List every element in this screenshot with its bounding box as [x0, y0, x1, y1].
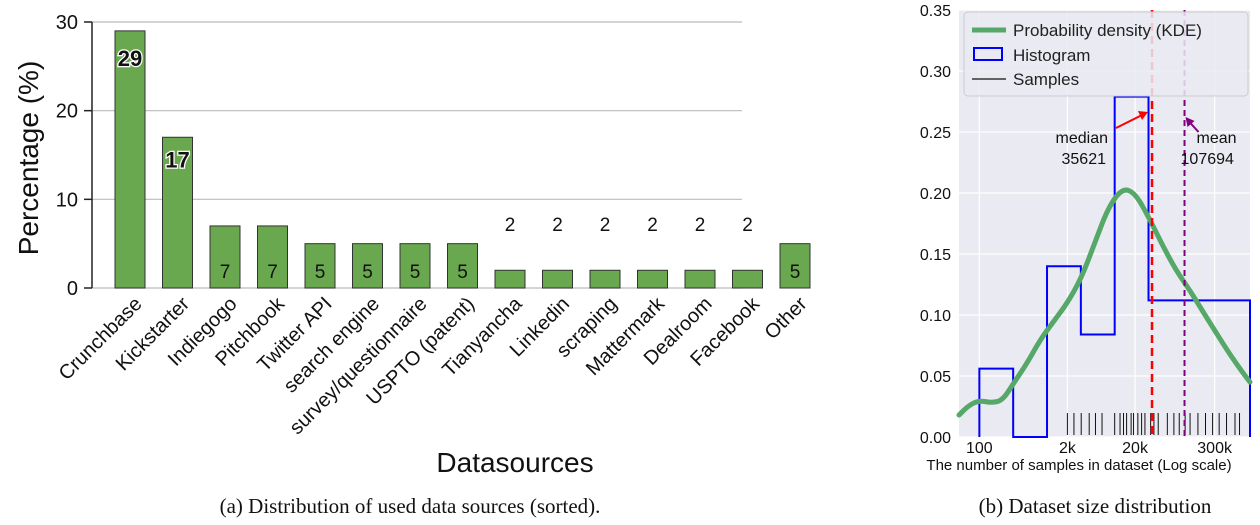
chart-a-x-tick-label: Other	[761, 293, 812, 344]
chart-a-data-label: 2	[647, 215, 658, 236]
chart-b-median-value: 35621	[1062, 151, 1107, 168]
chart-a-bar	[779, 243, 811, 289]
chart-b-median-arrow	[1115, 113, 1145, 129]
chart-a-x-tick-labels: CrunchbaseKickstarterIndiegogoPitchbookT…	[55, 292, 812, 439]
chart-b-x-tick-labels: 100 2k 20k 300k	[966, 440, 1233, 457]
chart-a-bars	[114, 30, 811, 289]
chart-a-bar	[162, 136, 193, 289]
chart-b-legend-box	[963, 11, 1249, 97]
chart-b-histogram	[978, 95, 1251, 438]
chart-b-legend: Probability density (KDE) Histogram Sample…	[963, 11, 1249, 97]
chart-a-y-tick-label: 30	[56, 12, 78, 34]
chart-a-data-label: 5	[457, 262, 468, 283]
chart-b-mean-label: mean	[1197, 130, 1237, 147]
chart-b-y-tick-label: 0.20	[920, 186, 951, 203]
chart-a-data-label: 7	[220, 262, 231, 283]
chart-a-data-label: 2	[695, 215, 706, 236]
chart-b-mean-value: 107694	[1181, 151, 1234, 168]
chart-b-y-tick-label: 0.10	[920, 308, 951, 325]
chart-b-y-tick-label: 0.15	[920, 247, 951, 264]
chart-a-data-labels: 29 17 7 7 5 5 5 5 2 2 2 2 2 2 5	[117, 45, 801, 283]
chart-a-bar	[684, 269, 716, 289]
chart-b-x-tick-label: 2k	[1059, 440, 1077, 457]
chart-b-x-tick-label: 20k	[1122, 440, 1149, 457]
chart-a-bar	[447, 243, 478, 289]
chart-b-y-tick-label: 0.30	[920, 64, 951, 81]
chart-b-x-tick-label: 300k	[1197, 440, 1233, 457]
chart-a-data-label: 29	[118, 46, 142, 71]
chart-a-data-label: 2	[600, 215, 611, 236]
chart-b-annotations: median 35621 mean 107694	[1056, 111, 1237, 168]
chart-b-mean-arrow-head	[1185, 117, 1195, 127]
chart-b-kde-line	[956, 187, 1253, 418]
chart-a-bar	[542, 269, 573, 289]
chart-a-y-tick-label: 20	[56, 101, 78, 123]
chart-a-bar	[637, 269, 668, 289]
chart-a-bar	[399, 243, 431, 289]
chart-b-caption: (b) Dataset size distribution	[979, 494, 1212, 518]
chart-b-y-tick-label: 0.25	[920, 125, 951, 142]
chart-a-x-axis-label: Datasources	[436, 447, 593, 478]
chart-a-data-label: 2	[505, 215, 516, 236]
chart-a-y-tick-label: 0	[67, 278, 78, 300]
chart-b-legend-entry: Histogram	[1013, 46, 1090, 65]
chart-a-y-axis-label: Percentage (%)	[13, 61, 44, 256]
chart-b-x-tick-label: 100	[966, 440, 993, 457]
chart-a-bar	[257, 225, 288, 289]
chart-a-data-label: 7	[267, 262, 278, 283]
chart-a-bar	[114, 30, 146, 289]
chart-a-bar	[732, 269, 763, 289]
chart-b-legend-entry: Probability density (KDE)	[1013, 21, 1202, 40]
chart-b-y-tick-label: 0.35	[920, 3, 951, 20]
chart-a-y-axis: 0 10 20 30	[56, 12, 93, 300]
chart-a-bar	[304, 243, 336, 289]
chart-a-data-label: 5	[315, 262, 326, 283]
chart-b-y-tick-label: 0.00	[920, 430, 951, 447]
chart-a-data-label: 2	[742, 215, 753, 236]
chart-a-y-tick-label: 10	[56, 189, 78, 211]
chart-a-data-label: 17	[165, 147, 189, 172]
chart-a-caption: (a) Distribution of used data sources (s…	[220, 494, 601, 518]
chart-b-legend-entry: Samples	[1013, 70, 1079, 89]
chart-b-y-tick-label: 0.05	[920, 369, 951, 386]
chart-b-legend-hist-swatch	[973, 47, 1003, 61]
chart-b-median-arrow-head	[1138, 111, 1149, 120]
chart-a-bar	[494, 269, 526, 289]
chart-b-histogram-outline	[978, 95, 1251, 438]
chart-a-data-label: 5	[410, 262, 421, 283]
chart-b: 0.00 0.05 0.10 0.15 0.20 0.25 0.30 0.35 100 2k 20…	[920, 3, 1253, 518]
chart-a-data-label: 5	[790, 262, 801, 283]
chart-b-median-label: median	[1056, 130, 1108, 147]
chart-a-data-label: 2	[552, 215, 563, 236]
chart-a: 0 10 20 30 29 17 7 7 5 5 5 5 2 2 2 2 2 2 5 CrunchbaseKick…	[13, 12, 812, 518]
chart-a-data-label: 5	[362, 262, 373, 283]
chart-b-y-tick-labels: 0.00 0.05 0.10 0.15 0.20 0.25 0.30 0.35	[920, 3, 951, 447]
chart-a-bar	[352, 243, 383, 289]
chart-b-x-axis-label: The number of samples in dataset (Log sc…	[926, 457, 1231, 474]
chart-a-bar	[589, 269, 621, 289]
chart-a-bar	[209, 225, 241, 289]
